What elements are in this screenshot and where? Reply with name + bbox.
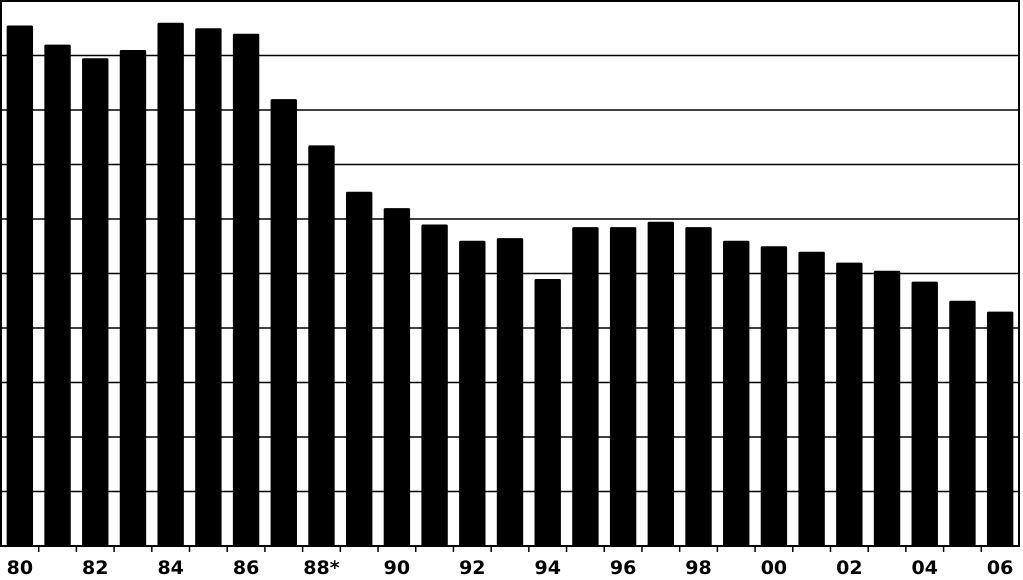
bar-98 xyxy=(685,227,712,547)
x-tick-label: 96 xyxy=(610,557,636,579)
x-tick-label: 84 xyxy=(157,557,183,579)
x-tick-label: 06 xyxy=(987,557,1013,579)
bar-87 xyxy=(270,99,297,546)
bar-85 xyxy=(195,28,222,546)
x-tick-label: 82 xyxy=(82,557,108,579)
bars xyxy=(6,22,1014,547)
bar-90 xyxy=(383,208,411,546)
x-tick-label: 00 xyxy=(761,557,787,579)
bar-06 xyxy=(986,311,1014,546)
bar-86 xyxy=(232,33,260,546)
x-tick-label: 04 xyxy=(912,557,938,579)
bar-91 xyxy=(421,224,448,546)
x-tick-label: 98 xyxy=(685,557,711,579)
bar-00 xyxy=(760,246,788,546)
x-tick-label: 86 xyxy=(233,557,259,579)
bar-96 xyxy=(609,227,637,547)
x-tick-label: 88* xyxy=(303,557,339,579)
bar-97 xyxy=(647,221,675,546)
bar-80 xyxy=(6,25,34,546)
bar-88* xyxy=(308,145,335,547)
bar-99 xyxy=(723,240,750,547)
bar-02 xyxy=(836,262,863,546)
x-tick-label: 90 xyxy=(384,557,410,579)
bar-05 xyxy=(949,300,976,546)
plot-frame xyxy=(0,0,1020,547)
bar-82 xyxy=(82,58,109,546)
bar-94 xyxy=(534,278,561,546)
bar-84 xyxy=(157,22,184,547)
x-tick-labels: 80 82 84 86 88* 90 92 94 96 98 00 02 04 06 xyxy=(7,557,1014,579)
bar-89 xyxy=(345,191,373,546)
bar-83 xyxy=(119,50,147,547)
bar-81 xyxy=(44,44,71,546)
bar-95 xyxy=(572,227,599,547)
bar-01 xyxy=(798,251,825,546)
x-tick-label: 94 xyxy=(534,557,560,579)
bar-04 xyxy=(911,281,938,546)
x-tick-label: 02 xyxy=(836,557,862,579)
x-tick-label: 92 xyxy=(459,557,485,579)
bar-03 xyxy=(873,270,901,546)
bar-92 xyxy=(459,240,486,547)
x-tick-label: 80 xyxy=(7,557,33,579)
bar-93 xyxy=(496,238,524,546)
